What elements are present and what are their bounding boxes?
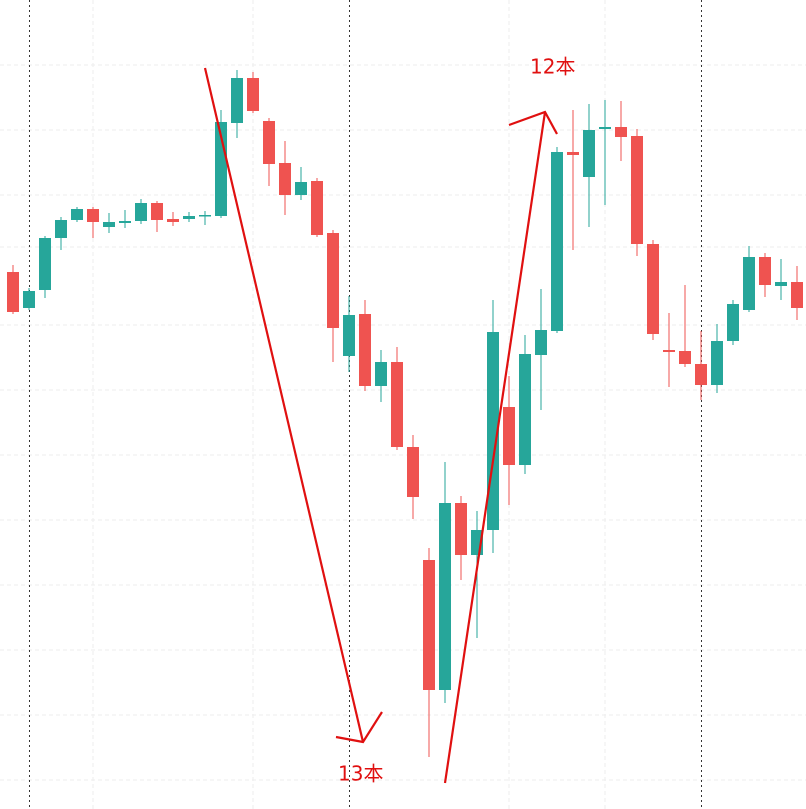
candle-body	[167, 219, 179, 222]
candle-body	[103, 222, 115, 227]
arrow-head	[508, 110, 558, 135]
candle-body	[631, 136, 643, 244]
candle-body	[7, 272, 19, 312]
candle-body	[743, 257, 755, 310]
candle-body	[119, 221, 131, 223]
candle-body	[551, 152, 563, 331]
candle-body	[455, 503, 467, 555]
arrows	[203, 67, 558, 784]
candle-body	[359, 314, 371, 386]
candle-body	[311, 181, 323, 235]
up-arrow	[443, 111, 547, 784]
candles	[7, 70, 803, 757]
candle-body	[775, 282, 787, 286]
annotation: 12本	[530, 55, 575, 79]
down-arrow	[203, 67, 365, 743]
candle-body	[151, 203, 163, 220]
candle-body	[263, 121, 275, 164]
candle-body	[135, 203, 147, 221]
candle-body	[791, 282, 803, 308]
candle-body	[55, 220, 67, 238]
candle-body	[615, 127, 627, 137]
candle-body	[503, 407, 515, 465]
candle-body	[567, 152, 579, 155]
candle-body	[439, 503, 451, 690]
candle-body	[231, 78, 243, 123]
candle-body	[423, 560, 435, 690]
candle-body	[695, 364, 707, 385]
candle-body	[759, 257, 771, 285]
candle-body	[519, 354, 531, 465]
candle-body	[375, 362, 387, 386]
candle-body	[199, 215, 211, 217]
candle-body	[663, 350, 675, 352]
candle-body	[87, 209, 99, 222]
candle-body	[279, 163, 291, 195]
candle-body	[391, 362, 403, 447]
candle-body	[727, 304, 739, 341]
candle-body	[327, 233, 339, 328]
candle-body	[647, 244, 659, 334]
candle-body	[295, 182, 307, 195]
annotation: 13本	[338, 762, 383, 786]
candle-body	[711, 341, 723, 385]
session-lines	[29, 0, 702, 809]
candle-body	[679, 351, 691, 364]
candle-body	[23, 291, 35, 308]
candle-body	[583, 130, 595, 177]
candle-body	[39, 238, 51, 290]
candle-body	[407, 447, 419, 497]
arrow-head	[335, 711, 383, 744]
candle-body	[71, 209, 83, 220]
candle-body	[343, 315, 355, 356]
candle-body	[535, 330, 547, 355]
candle-body	[183, 216, 195, 219]
candle-body	[599, 127, 611, 129]
candle-body	[247, 78, 259, 111]
